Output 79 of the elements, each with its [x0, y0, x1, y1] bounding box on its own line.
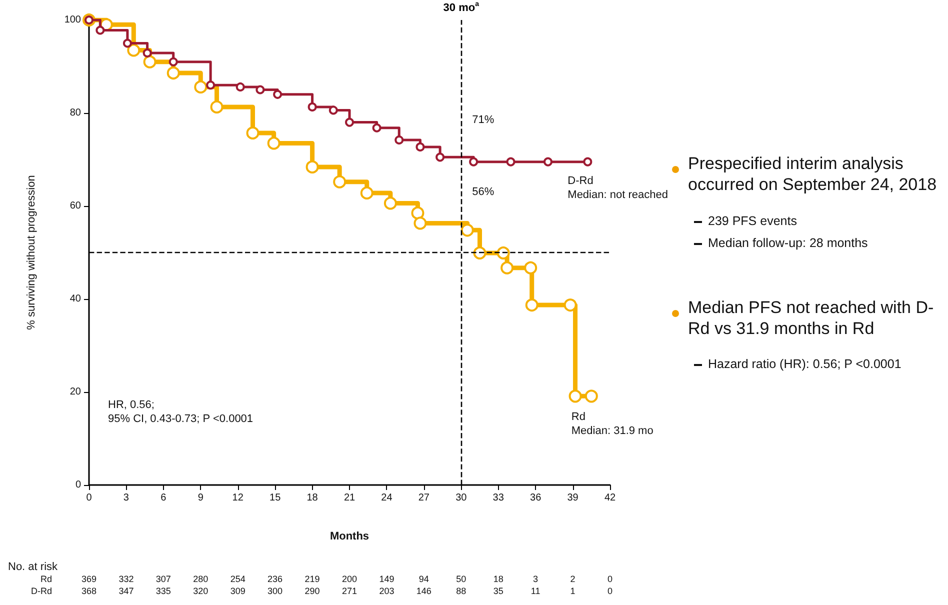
- point: [543, 157, 552, 166]
- text: Prespecified interim analysis occurred on September 24, 2018: [688, 153, 938, 195]
- annotation: Median: not reached: [568, 188, 668, 202]
- point: [500, 261, 514, 274]
- x-tick-label: 30: [456, 492, 468, 504]
- y-axis-title: % surviving without progression: [26, 175, 38, 330]
- text: Median follow-up: 28 months: [708, 235, 869, 251]
- x-tick-label: 15: [270, 492, 282, 504]
- point: [127, 44, 140, 57]
- annotation: 71%: [472, 112, 494, 127]
- point: [306, 160, 319, 174]
- point: [166, 66, 180, 80]
- point: [525, 298, 538, 312]
- y-tick-label: 0: [75, 480, 82, 490]
- x-tick-label: 9: [198, 492, 204, 504]
- x-tick-label: 12: [232, 492, 244, 504]
- point: [469, 157, 478, 166]
- x-tick-label: 39: [567, 492, 579, 504]
- point: [96, 26, 105, 35]
- x-tick-label: 0: [86, 492, 92, 504]
- y-tick-label: 40: [70, 294, 82, 304]
- x-axis-title: Months: [330, 530, 370, 542]
- point: [210, 100, 224, 114]
- x-tick-label: 42: [604, 492, 616, 504]
- point: [496, 246, 510, 260]
- point: [414, 216, 427, 230]
- x-tick-label: 21: [344, 492, 356, 504]
- y-tick-label: 20: [70, 386, 82, 398]
- text: D-Rd 368 347 335 320 309 300 290 271 203 146 88 35 11 1 0: [30, 586, 613, 596]
- text: Median PFS not reached with D-Rd vs 31.9 months in Rd: [688, 297, 935, 339]
- point: [506, 157, 516, 166]
- x-tick-label: 24: [381, 492, 393, 504]
- point: [256, 85, 265, 94]
- x-tick-label: 18: [306, 492, 318, 504]
- x-tick-label: 27: [418, 492, 430, 504]
- point: [583, 157, 592, 166]
- point: [416, 142, 425, 152]
- point: [333, 175, 346, 188]
- point: [436, 152, 445, 162]
- point: [273, 90, 282, 99]
- point: [267, 136, 280, 150]
- point: [360, 186, 374, 200]
- annotation: Median: 31.9 mo: [571, 424, 654, 438]
- y-tick-label: 80: [70, 108, 82, 118]
- point: [236, 82, 245, 92]
- y-tick-label: 60: [70, 200, 82, 212]
- point: [328, 106, 338, 115]
- annotation: 56%: [472, 184, 494, 199]
- point: [168, 57, 178, 66]
- point: [345, 118, 354, 127]
- point: [384, 196, 397, 210]
- point: [473, 246, 486, 260]
- series-label: D-Rd: [568, 174, 594, 188]
- point: [142, 48, 152, 58]
- x-tick-label: 33: [492, 492, 504, 504]
- point: [524, 261, 538, 274]
- text: 239 PFS events: [708, 213, 798, 229]
- x-tick-label: 3: [123, 492, 130, 504]
- text: No. at risk: [8, 560, 58, 574]
- point: [194, 80, 208, 94]
- point: [394, 135, 404, 144]
- point: [122, 38, 132, 48]
- point: [308, 102, 317, 112]
- x-tick-label: 36: [530, 492, 542, 504]
- point: [460, 224, 474, 237]
- point: [568, 390, 582, 403]
- point: [246, 126, 260, 140]
- point: [206, 80, 216, 90]
- point: [372, 123, 382, 132]
- annotation: HR, 0.56; 95% CI, 0.43-0.73; P <0.0001: [108, 398, 254, 426]
- text: Rd 369 332 307 280 254 236 219 200 149 94 50 18 3 2 0: [40, 574, 613, 584]
- x-tick-label: 6: [160, 492, 167, 504]
- y-tick-label: 100: [64, 14, 82, 26]
- point: [584, 390, 598, 403]
- point: [411, 206, 424, 220]
- text: Hazard ratio (HR): 0.56; P <0.0001: [708, 356, 902, 372]
- point: [564, 298, 577, 312]
- point: [143, 55, 156, 68]
- series-label: Rd: [571, 410, 586, 424]
